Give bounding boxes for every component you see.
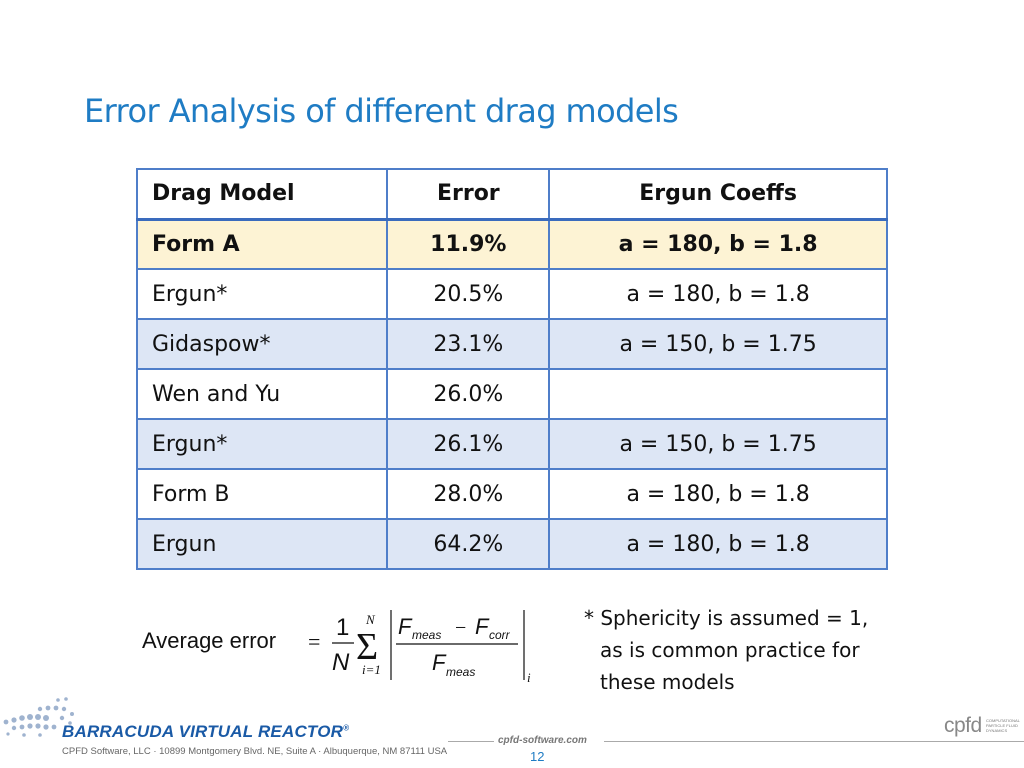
brand-trademark: ® bbox=[343, 723, 350, 733]
index-subscript: i bbox=[527, 670, 531, 685]
barracuda-dots-logo-icon bbox=[3, 697, 74, 737]
average-error-formula: Average error = 1 N N Σ i=1 F meas − F c… bbox=[142, 604, 542, 690]
cell-error: 20.5% bbox=[386, 268, 551, 320]
brand-name: BARRACUDA VIRTUAL REACTOR® bbox=[62, 722, 349, 742]
corr-subscript: corr bbox=[489, 628, 511, 642]
cell-model: Ergun bbox=[135, 518, 389, 570]
cpfd-logo-tagline: COMPUTATIONAL PARTICLE FLUID DYNAMICS bbox=[986, 718, 1020, 733]
table-row: Form A 11.9% a = 180, b = 1.8 bbox=[135, 218, 888, 270]
slide-title: Error Analysis of different drag models bbox=[84, 92, 679, 130]
fraction-N: N bbox=[332, 649, 350, 676]
footer-divider-right bbox=[604, 741, 1024, 742]
cell-coeffs: a = 180, b = 1.8 bbox=[548, 468, 888, 520]
table-row: Gidaspow* 23.1% a = 150, b = 1.75 bbox=[135, 318, 888, 370]
cell-model: Form B bbox=[135, 468, 389, 520]
cell-model: Form A bbox=[135, 218, 389, 270]
drag-model-table: Drag Model Error Ergun Coeffs Form A 11.… bbox=[135, 168, 888, 570]
cell-coeffs: a = 150, b = 1.75 bbox=[548, 418, 888, 470]
formula-expression: = 1 N N Σ i=1 F meas − F corr F meas i bbox=[308, 610, 531, 685]
header-ergun-coeffs: Ergun Coeffs bbox=[548, 168, 888, 220]
equals-sign: = bbox=[308, 629, 320, 654]
cell-model: Ergun* bbox=[135, 268, 389, 320]
brand-text: BARRACUDA VIRTUAL REACTOR bbox=[62, 722, 344, 741]
cell-coeffs: a = 150, b = 1.75 bbox=[548, 318, 888, 370]
table-row: Ergun* 26.1% a = 150, b = 1.75 bbox=[135, 418, 888, 470]
meas-subscript-denominator: meas bbox=[446, 665, 475, 679]
cell-coeffs: a = 180, b = 1.8 bbox=[548, 268, 888, 320]
table-row: Ergun* 20.5% a = 180, b = 1.8 bbox=[135, 268, 888, 320]
table-row: Wen and Yu 26.0% bbox=[135, 368, 888, 420]
cpfd-logo-text: cpfd bbox=[944, 714, 982, 737]
website-link[interactable]: cpfd-software.com bbox=[498, 735, 587, 746]
footer-divider-left bbox=[448, 741, 494, 742]
cell-model: Gidaspow* bbox=[135, 318, 389, 370]
table-row: Ergun 64.2% a = 180, b = 1.8 bbox=[135, 518, 888, 570]
footnote-line-1: * Sphericity is assumed = 1, bbox=[584, 606, 869, 630]
cell-error: 28.0% bbox=[386, 468, 551, 520]
cell-error: 11.9% bbox=[386, 218, 551, 270]
F-meas-numerator: F bbox=[398, 614, 413, 639]
fraction-one: 1 bbox=[336, 614, 349, 641]
table-row: Form B 28.0% a = 180, b = 1.8 bbox=[135, 468, 888, 520]
F-corr: F bbox=[475, 614, 490, 639]
minus-sign: − bbox=[455, 617, 466, 639]
sum-upper-limit: N bbox=[365, 612, 376, 627]
cell-coeffs bbox=[548, 368, 888, 420]
table-header-row: Drag Model Error Ergun Coeffs bbox=[135, 168, 888, 220]
company-address: CPFD Software, LLC · 10899 Montgomery Bl… bbox=[62, 746, 448, 757]
cell-coeffs: a = 180, b = 1.8 bbox=[548, 518, 888, 570]
header-error: Error bbox=[386, 168, 551, 220]
header-drag-model: Drag Model bbox=[135, 168, 389, 220]
cell-error: 26.1% bbox=[386, 418, 551, 470]
cell-model: Wen and Yu bbox=[135, 368, 389, 420]
cpfd-logo-icon: cpfd COMPUTATIONAL PARTICLE FLUID DYNAMI… bbox=[944, 714, 1024, 740]
cell-model: Ergun* bbox=[135, 418, 389, 470]
sum-lower-limit: i=1 bbox=[362, 662, 381, 677]
sigma-icon: Σ bbox=[356, 626, 378, 668]
meas-subscript: meas bbox=[412, 628, 441, 642]
cell-error: 26.0% bbox=[386, 368, 551, 420]
sphericity-footnote: * Sphericity is assumed = 1, as is commo… bbox=[584, 602, 904, 698]
cell-coeffs: a = 180, b = 1.8 bbox=[548, 218, 888, 270]
footnote-line-3: these models bbox=[600, 670, 735, 694]
cell-error: 64.2% bbox=[386, 518, 551, 570]
footnote-line-2: as is common practice for bbox=[600, 638, 860, 662]
page-number: 12 bbox=[530, 749, 545, 764]
formula-label: Average error bbox=[142, 628, 277, 653]
F-meas-denominator: F bbox=[432, 650, 447, 675]
cell-error: 23.1% bbox=[386, 318, 551, 370]
